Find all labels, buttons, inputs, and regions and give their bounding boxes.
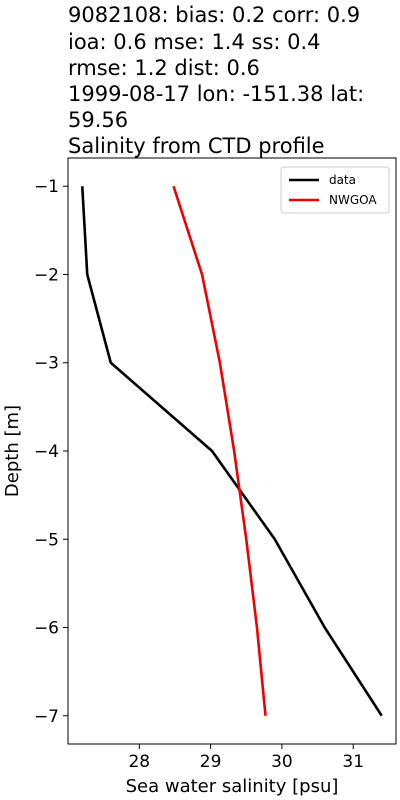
plot-area: 28 29 30 31 −1 −2 −3 −4 −5 −6 −7 xyxy=(34,157,397,772)
y-tick-label: −6 xyxy=(34,619,59,639)
y-axis-label: Depth [m] xyxy=(2,405,23,497)
legend-label-nwgoa: NWGOA xyxy=(329,193,377,207)
title-line-4: 1999-08-17 lon: -151.38 lat: xyxy=(68,82,364,106)
y-tick-label: −3 xyxy=(34,354,59,374)
y-tick-label: −4 xyxy=(34,442,59,462)
y-tick-label: −7 xyxy=(34,707,59,727)
x-axis-label: Sea water salinity [psu] xyxy=(126,776,339,797)
x-tick-label: 31 xyxy=(342,752,364,772)
legend-label-data: data xyxy=(329,173,356,187)
y-tick-label: −2 xyxy=(34,265,59,285)
title-line-1: 9082108: bias: 0.2 corr: 0.9 xyxy=(68,3,360,27)
series-line-data xyxy=(80,186,383,717)
series-line-nwgoa xyxy=(172,185,267,716)
legend: data NWGOA xyxy=(280,166,390,214)
title-line-3: rmse: 1.2 dist: 0.6 xyxy=(68,56,260,80)
y-tick-label: −5 xyxy=(34,530,59,550)
y-axis-ticks: −1 −2 −3 −4 −5 −6 −7 xyxy=(34,177,68,727)
y-tick-label: −1 xyxy=(34,177,59,197)
title-line-6: Salinity from CTD profile xyxy=(68,134,325,158)
title-line-5: 59.56 xyxy=(68,108,128,132)
legend-box xyxy=(280,166,390,214)
title-line-2: ioa: 0.6 mse: 1.4 ss: 0.4 xyxy=(68,30,321,54)
x-tick-label: 29 xyxy=(200,752,222,772)
chart-title: 9082108: bias: 0.2 corr: 0.9 ioa: 0.6 ms… xyxy=(68,3,364,158)
x-tick-label: 30 xyxy=(271,752,293,772)
series-group xyxy=(80,185,383,717)
x-axis-ticks: 28 29 30 31 xyxy=(128,744,364,772)
x-tick-label: 28 xyxy=(128,752,150,772)
